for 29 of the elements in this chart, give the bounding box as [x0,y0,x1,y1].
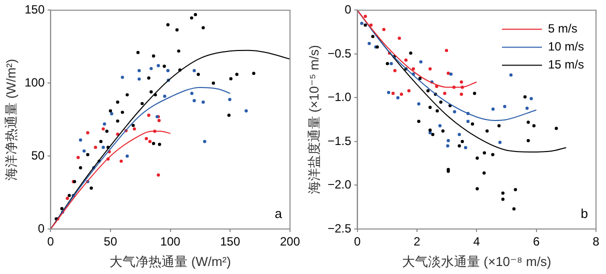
y-tick-label: −2.5 [328,221,352,236]
annotation: b [580,206,588,222]
legend-label: 15 m/s [548,58,584,72]
y-tick-label: −0.5 [328,46,352,60]
x-tick-label: 0 [354,234,361,249]
x-tick-label: 100 [160,234,181,249]
x-tick-label: 150 [220,234,240,249]
y-tick-label: 0 [344,2,352,17]
annotation: a [274,206,283,222]
legend-label: 5 m/s [548,22,578,36]
y-tick-label: 100 [24,75,45,90]
y-axis-title: 海洋盐度通量 (×10⁻⁵ m/s) [306,45,322,194]
y-tick-label: 0 [38,221,45,236]
x-tick-label: 50 [104,234,118,249]
y-tick-label: −1.0 [328,90,352,104]
y-tick-label: 50 [31,148,45,162]
y-tick-label: −1.5 [328,134,352,148]
y-tick-label: −2.0 [328,178,352,192]
x-axis-title: 大气淡水通量 (×10⁻⁸ m/s) [402,254,552,269]
x-tick-label: 4 [473,234,480,249]
x-axis-title: 大气净热通量 (W/m²) [110,254,231,269]
x-tick-label: 0 [47,234,54,249]
x-tick-label: 2 [414,234,421,249]
y-axis-title: 海洋净热通量 (W/m²) [3,58,18,180]
y-tick-label: 150 [24,2,45,17]
x-tick-label: 8 [592,234,600,249]
x-tick-label: 6 [532,234,540,249]
legend-label: 10 m/s [548,40,584,54]
x-tick-label: 200 [280,234,300,249]
